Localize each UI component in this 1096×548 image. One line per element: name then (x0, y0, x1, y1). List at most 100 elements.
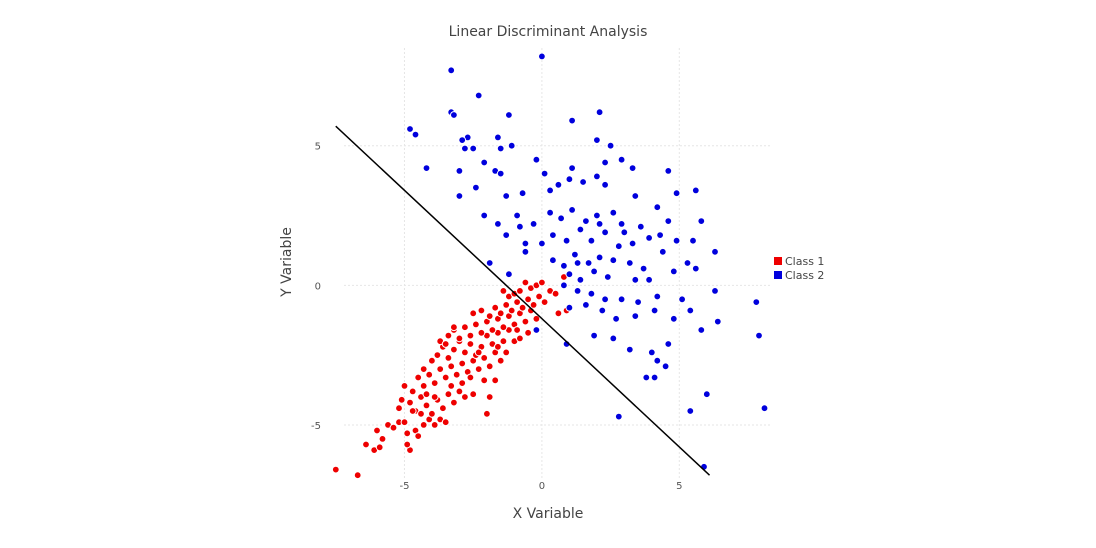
scatter-point-class-2 (595, 108, 604, 117)
scatter-point-class-1 (417, 409, 425, 418)
scatter-point-class-2 (516, 222, 524, 231)
scatter-point-class-1 (488, 326, 497, 334)
scatter-point-class-1 (414, 432, 423, 441)
legend-swatch-class-1 (774, 257, 782, 265)
scatter-point-class-2 (573, 287, 582, 295)
scatter-point-class-2 (472, 183, 480, 192)
scatter-point-class-2 (689, 236, 697, 245)
scatter-point-class-1 (472, 320, 480, 329)
scatter-point-class-2 (653, 356, 662, 365)
scatter-point-class-2 (664, 217, 673, 226)
y-tick-label: 5 (315, 142, 321, 153)
scatter-point-class-2 (557, 214, 565, 223)
scatter-point-class-2 (568, 164, 576, 173)
points-layer (331, 52, 769, 480)
scatter-point-class-2 (595, 220, 604, 228)
scatter-point-class-2 (461, 144, 469, 153)
scatter-point-class-2 (587, 289, 596, 298)
scatter-point-class-2 (593, 211, 601, 220)
scatter-point-class-2 (582, 217, 590, 226)
scatter-point-class-1 (516, 334, 524, 343)
scatter-point-class-1 (521, 278, 530, 287)
scatter-point-class-1 (419, 421, 428, 429)
y-tick-label: -5 (311, 421, 321, 432)
scatter-point-class-1 (441, 418, 450, 427)
scatter-point-class-2 (620, 228, 629, 237)
scatter-point-class-1 (447, 362, 456, 371)
scatter-point-class-2 (653, 203, 662, 212)
x-tick-label: 0 (539, 481, 545, 492)
scatter-point-class-2 (447, 66, 456, 75)
legend-label-class-2: Class 2 (785, 269, 824, 282)
scatter-point-class-2 (496, 144, 505, 153)
scatter-point-class-1 (499, 323, 508, 332)
scatter-point-class-2 (609, 208, 618, 217)
scatter-point-class-2 (697, 217, 706, 226)
scatter-point-class-2 (518, 189, 527, 198)
scatter-point-class-2 (549, 256, 557, 265)
scatter-point-class-1 (362, 440, 370, 449)
scatter-point-class-2 (532, 155, 541, 164)
scatter-point-class-1 (483, 409, 491, 418)
scatter-point-class-1 (430, 421, 439, 429)
legend-label-class-1: Class 1 (785, 255, 824, 268)
scatter-point-class-2 (631, 312, 640, 321)
scatter-point-class-2 (590, 331, 598, 340)
x-tick-label: -5 (399, 481, 409, 492)
scatter-point-class-1 (375, 443, 384, 452)
scatter-point-class-1 (513, 326, 521, 334)
scatter-point-class-2 (576, 225, 585, 234)
scatter-point-class-1 (554, 309, 563, 318)
scatter-point-class-1 (455, 387, 464, 396)
scatter-point-class-2 (496, 169, 505, 178)
scatter-point-class-1 (524, 328, 532, 337)
scatter-point-class-1 (419, 382, 428, 390)
scatter-point-class-1 (441, 340, 450, 348)
scatter-point-class-2 (587, 236, 596, 245)
scatter-point-class-1 (406, 398, 414, 407)
scatter-point-class-2 (455, 192, 464, 200)
scatter-point-class-2 (568, 206, 576, 214)
scatter-point-class-2 (538, 239, 546, 248)
scatter-point-class-2 (612, 314, 620, 323)
scatter-point-class-2 (521, 247, 530, 256)
scatter-point-class-1 (485, 393, 494, 401)
scatter-point-class-1 (477, 328, 486, 337)
scatter-point-class-1 (408, 387, 417, 396)
scatter-point-class-2 (485, 259, 494, 267)
scatter-point-class-1 (513, 298, 521, 307)
scatter-point-class-2 (664, 340, 673, 348)
scatter-point-class-2 (661, 362, 670, 371)
scatter-point-class-2 (521, 239, 530, 248)
scatter-point-class-1 (516, 287, 524, 295)
scatter-point-class-2 (639, 264, 648, 273)
scatter-point-class-1 (466, 340, 475, 348)
scatter-point-class-2 (546, 186, 554, 195)
scatter-point-class-2 (678, 295, 686, 304)
scatter-point-class-2 (584, 259, 593, 267)
scatter-point-class-2 (628, 164, 637, 173)
scatter-point-class-1 (507, 306, 516, 315)
scatter-point-class-1 (485, 312, 494, 321)
scatter-point-class-1 (353, 471, 362, 480)
scatter-point-class-1 (419, 365, 428, 374)
legend: Class 1 Class 2 (774, 255, 824, 282)
scatter-point-class-2 (625, 259, 634, 267)
scatter-point-class-1 (414, 373, 423, 382)
scatter-point-class-2 (529, 220, 538, 228)
scatter-point-class-2 (571, 250, 579, 259)
scatter-point-class-1 (422, 390, 431, 399)
scatter-point-class-1 (480, 354, 489, 362)
scatter-point-class-2 (691, 186, 700, 195)
scatter-point-class-1 (466, 373, 475, 382)
scatter-point-class-1 (441, 373, 450, 382)
scatter-point-class-1 (397, 395, 406, 404)
scatter-point-class-2 (645, 234, 653, 242)
scatter-point-class-2 (669, 267, 678, 276)
scatter-point-class-1 (430, 379, 439, 388)
scatter-point-class-1 (450, 345, 458, 354)
scatter-point-class-2 (691, 264, 700, 273)
scatter-point-class-2 (609, 334, 618, 343)
scatter-point-class-2 (505, 270, 513, 279)
